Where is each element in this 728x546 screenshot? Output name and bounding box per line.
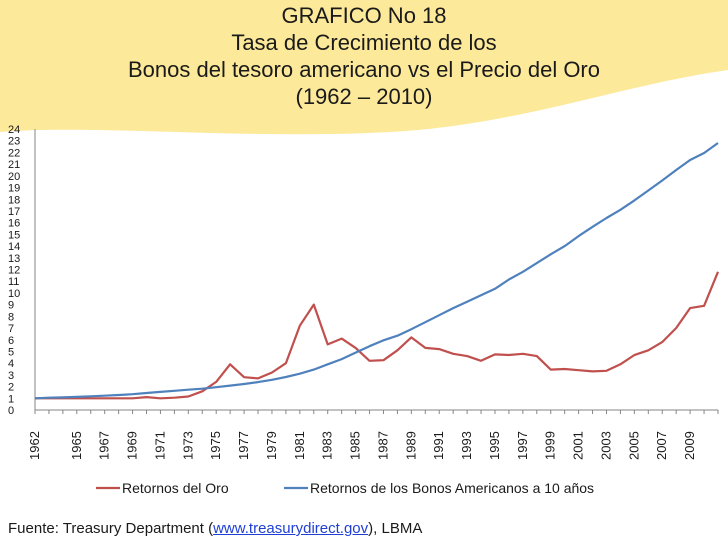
y-tick-label: 2 bbox=[8, 382, 14, 394]
x-tick-label: 2005 bbox=[626, 431, 641, 460]
y-tick-label: 15 bbox=[8, 229, 20, 241]
legend-item-gold-label: Retornos del Oro bbox=[122, 480, 229, 496]
y-tick-label: 0 bbox=[8, 405, 14, 417]
y-tick-label: 22 bbox=[8, 147, 20, 159]
y-tick-label: 19 bbox=[8, 183, 20, 195]
x-tick-label: 1977 bbox=[236, 431, 251, 460]
x-tick-label: 1973 bbox=[180, 431, 195, 460]
y-tick-label: 4 bbox=[8, 358, 14, 370]
x-tick-label: 2007 bbox=[654, 431, 669, 460]
y-tick-label: 10 bbox=[8, 288, 20, 300]
y-tick-label: 24 bbox=[8, 124, 20, 136]
source-suffix: ), LBMA bbox=[368, 520, 423, 537]
x-tick-label: 2001 bbox=[571, 431, 586, 460]
source-note: Fuente: Treasury Department (www.treasur… bbox=[8, 520, 422, 537]
chart-title: GRAFICO No 18 Tasa de Crecimiento de los… bbox=[0, 2, 728, 110]
x-tick-label: 2009 bbox=[682, 431, 697, 460]
x-tick-label: 1979 bbox=[264, 431, 279, 460]
x-tick-label: 1967 bbox=[97, 431, 112, 460]
series-line-gold bbox=[35, 271, 720, 400]
x-tick-label: 1987 bbox=[375, 431, 390, 460]
series-line-bonds bbox=[34, 142, 719, 400]
y-tick-label: 21 bbox=[8, 159, 20, 171]
x-tick-label: 1981 bbox=[292, 431, 307, 460]
legend-item-bonds-label: Retornos de los Bonos Americanos a 10 añ… bbox=[310, 480, 594, 496]
y-tick-label: 7 bbox=[8, 323, 14, 335]
y-tick-label: 16 bbox=[8, 218, 20, 230]
title-line-3: Bonos del tesoro americano vs el Precio … bbox=[127, 57, 600, 82]
y-tick-label: 3 bbox=[8, 370, 14, 382]
y-tick-label: 1 bbox=[8, 393, 14, 405]
banner-band bbox=[0, 0, 728, 135]
x-tick-label: 1989 bbox=[403, 431, 418, 460]
y-tick-label: 17 bbox=[8, 206, 20, 218]
title-line-1: GRAFICO No 18 bbox=[281, 3, 447, 28]
title-line-4: (1962 – 2010) bbox=[295, 84, 433, 109]
x-tick-label: 1962 bbox=[27, 431, 42, 460]
y-tick-label: 12 bbox=[8, 265, 20, 277]
y-tick-label: 14 bbox=[8, 241, 20, 253]
y-tick-label: 5 bbox=[8, 346, 14, 358]
x-tick-label: 1993 bbox=[459, 431, 474, 460]
x-tick-label: 1971 bbox=[152, 431, 167, 460]
y-tick-label: 11 bbox=[8, 276, 19, 288]
x-tick-label: 1991 bbox=[431, 431, 446, 460]
x-tick-label: 1965 bbox=[69, 431, 84, 460]
x-tick-label: 1983 bbox=[320, 431, 335, 460]
x-tick-label: 1969 bbox=[125, 431, 140, 460]
y-tick-label: 23 bbox=[8, 136, 20, 148]
x-tick-label: 1975 bbox=[208, 431, 223, 460]
x-tick-label: 2003 bbox=[598, 431, 613, 460]
source-prefix: Fuente: Treasury Department ( bbox=[8, 520, 214, 537]
source-link[interactable]: www.treasurydirect.gov bbox=[213, 520, 369, 537]
x-tick-label: 1997 bbox=[515, 431, 530, 460]
y-tick-label: 13 bbox=[8, 253, 20, 265]
title-line-2: Tasa de Crecimiento de los bbox=[231, 30, 497, 55]
y-tick-label: 9 bbox=[8, 300, 14, 312]
x-tick-label: 1985 bbox=[348, 431, 363, 460]
y-tick-label: 6 bbox=[8, 335, 14, 347]
y-tick-label: 18 bbox=[8, 194, 20, 206]
y-tick-label: 20 bbox=[8, 171, 20, 183]
x-tick-label: 1995 bbox=[487, 431, 502, 460]
x-tick-label: 1999 bbox=[543, 431, 558, 460]
y-tick-label: 8 bbox=[8, 311, 14, 323]
